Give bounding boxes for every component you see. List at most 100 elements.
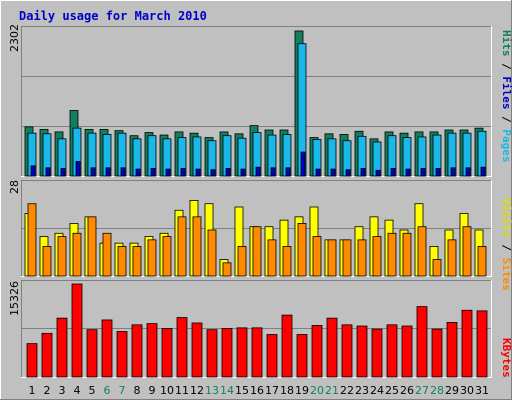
sites-bar-day-24 <box>372 236 382 277</box>
panel-bottom <box>21 280 492 378</box>
sites-bar-day-27 <box>417 226 427 277</box>
kbytes-bar-day-30 <box>461 309 473 378</box>
panel-middle <box>21 180 492 277</box>
sites-bar-day-8 <box>132 246 142 277</box>
day-label-4: 4 <box>74 384 81 397</box>
sites-bar-day-19 <box>297 223 307 277</box>
kbytes-bar-day-3 <box>56 317 68 378</box>
sites-bar-day-16 <box>252 226 262 277</box>
top-panel-ymax-label: 2302 <box>8 24 21 52</box>
sites-bar-day-28 <box>432 259 442 277</box>
kbytes-bar-day-11 <box>176 317 188 378</box>
kbytes-bar-day-31 <box>476 310 488 378</box>
pages-bar-day-10 <box>165 168 171 177</box>
kbytes-bar-day-24 <box>371 328 383 378</box>
pages-bar-day-31 <box>480 166 486 177</box>
pages-bar-day-9 <box>150 168 156 177</box>
sites-bar-day-11 <box>177 216 187 277</box>
kbytes-bar-day-5 <box>86 329 98 378</box>
day-label-10: 10 <box>160 384 174 397</box>
sites-bar-day-4 <box>72 232 82 277</box>
day-label-8: 8 <box>134 384 141 397</box>
day-label-24: 24 <box>370 384 384 397</box>
sites-bar-day-5 <box>87 216 97 277</box>
day-label-15: 15 <box>235 384 249 397</box>
kbytes-bar-day-29 <box>446 321 458 378</box>
day-label-19: 19 <box>295 384 309 397</box>
pages-bar-day-27 <box>420 168 426 177</box>
sites-bar-day-7 <box>117 246 127 277</box>
legend-sites: Sites <box>500 258 512 291</box>
day-label-30: 30 <box>460 384 474 397</box>
sites-bar-day-13 <box>207 229 217 277</box>
pages-bar-day-7 <box>120 167 126 177</box>
pages-bar-day-1 <box>30 165 36 177</box>
day-label-5: 5 <box>89 384 96 397</box>
sites-bar-day-30 <box>462 226 472 277</box>
pages-bar-day-22 <box>345 169 351 177</box>
panel-top-bars <box>24 30 487 177</box>
panel-top <box>21 26 492 177</box>
kbytes-bar-day-6 <box>101 319 113 378</box>
pages-bar-day-19 <box>300 151 306 177</box>
day-label-9: 9 <box>149 384 156 397</box>
day-label-25: 25 <box>385 384 399 397</box>
pages-bar-day-16 <box>255 166 261 177</box>
day-label-21: 21 <box>325 384 339 397</box>
kbytes-bar-day-10 <box>161 328 173 378</box>
sites-bar-day-9 <box>147 239 157 277</box>
day-label-26: 26 <box>400 384 414 397</box>
day-label-18: 18 <box>280 384 294 397</box>
kbytes-bar-day-13 <box>206 329 218 378</box>
sites-bar-day-14 <box>222 262 232 277</box>
day-label-23: 23 <box>355 384 369 397</box>
pages-bar-day-30 <box>465 167 471 177</box>
pages-bar-day-21 <box>330 168 336 177</box>
pages-bar-day-17 <box>270 167 276 177</box>
pages-bar-day-29 <box>450 167 456 177</box>
pages-bar-day-13 <box>210 169 216 177</box>
kbytes-bar-day-14 <box>221 328 233 378</box>
day-label-16: 16 <box>250 384 264 397</box>
pages-bar-day-18 <box>285 167 291 177</box>
day-label-31: 31 <box>475 384 489 397</box>
day-label-11: 11 <box>175 384 189 397</box>
kbytes-bar-day-16 <box>251 327 263 378</box>
pages-bar-day-23 <box>360 168 366 177</box>
sites-bar-day-1 <box>27 203 37 277</box>
sites-bar-day-22 <box>342 239 352 277</box>
x-axis-day-labels: 1 2 3 4 5 6 7 8 9 10 11 12 13 14 15 16 17 18 19 20 21 22 23 24 2… <box>29 384 490 397</box>
sites-bar-day-23 <box>357 239 367 277</box>
pages-bar-day-2 <box>45 167 51 177</box>
kbytes-bar-day-2 <box>41 332 53 378</box>
sites-bar-day-25 <box>387 232 397 277</box>
day-label-17: 17 <box>265 384 279 397</box>
legend-pages: Pages <box>500 129 512 162</box>
pages-bar-day-20 <box>315 168 321 177</box>
day-label-1: 1 <box>29 384 36 397</box>
pages-bar-day-24 <box>375 169 381 177</box>
panel-middle-bars <box>24 200 487 277</box>
sites-bar-day-31 <box>477 246 487 277</box>
kbytes-bar-day-21 <box>326 317 338 378</box>
pages-bar-day-28 <box>435 168 441 177</box>
pages-bar-day-26 <box>405 168 411 177</box>
kbytes-bar-day-12 <box>191 322 203 378</box>
pages-bar-day-12 <box>195 168 201 177</box>
chart-title: Daily usage for March 2010 <box>19 9 207 23</box>
sites-bar-day-6 <box>102 232 112 277</box>
pages-bar-day-4 <box>75 161 81 177</box>
day-label-3: 3 <box>59 384 66 397</box>
kbytes-bar-day-22 <box>341 324 353 378</box>
day-label-6: 6 <box>104 384 111 397</box>
day-label-20: 20 <box>310 384 324 397</box>
kbytes-bar-day-4 <box>71 283 83 378</box>
pages-bar-day-5 <box>90 167 96 177</box>
kbytes-bar-day-8 <box>131 324 143 378</box>
kbytes-bar-day-18 <box>281 314 293 378</box>
kbytes-bar-day-28 <box>431 328 443 378</box>
sites-bar-day-20 <box>312 236 322 277</box>
sites-bar-day-2 <box>42 246 52 277</box>
sites-bar-day-26 <box>402 232 412 277</box>
pages-bar-day-15 <box>240 168 246 177</box>
